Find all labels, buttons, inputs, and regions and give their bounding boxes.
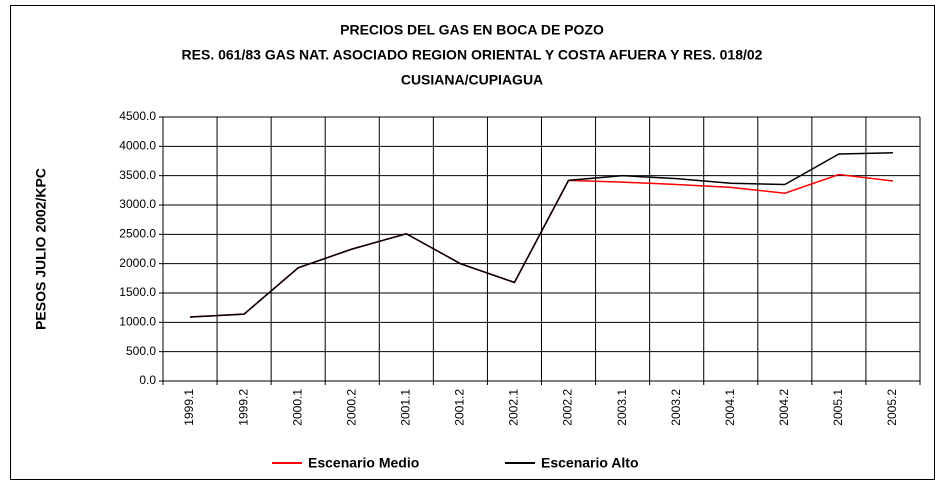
x-tick-label: 2000.1 [290, 389, 304, 426]
x-tick-label: 2000.2 [344, 389, 358, 426]
x-tick-label: 2002.2 [561, 389, 575, 426]
y-tick-label: 1000.0 [119, 315, 156, 329]
x-tick-label: 2001.2 [453, 389, 467, 426]
x-tick-label: 2003.1 [615, 389, 629, 426]
y-tick-label: 4000.0 [119, 139, 156, 153]
y-tick-label: 4500.0 [119, 109, 156, 123]
chart-title: PRECIOS DEL GAS EN BOCA DE POZO [340, 22, 604, 38]
chart-title: CUSIANA/CUPIAGUA [401, 72, 543, 88]
series-line [189, 152, 893, 318]
x-tick-label: 2003.2 [669, 389, 683, 426]
y-tick-label: 3000.0 [119, 197, 156, 211]
y-tick-label: 1500.0 [119, 285, 156, 299]
y-tick-label: 500.0 [126, 344, 156, 358]
x-tick-label: 2004.1 [723, 389, 737, 426]
y-tick-label: 2500.0 [119, 227, 156, 241]
chart-border [10, 5, 935, 480]
x-tick-label: 1999.1 [182, 389, 196, 426]
x-tick-label: 2005.1 [831, 389, 845, 426]
x-tick-label: 2004.2 [777, 389, 791, 426]
x-tick-label: 2005.2 [885, 389, 899, 426]
legend-label: Escenario Alto [541, 455, 639, 471]
y-tick-label: 0.0 [139, 373, 156, 387]
chart-title: RES. 061/83 GAS NAT. ASOCIADO REGION ORI… [182, 47, 763, 63]
y-axis-title: PESOS JULIO 2002/KPC [33, 168, 49, 330]
x-tick-label: 2002.1 [507, 389, 521, 426]
x-tick-label: 1999.2 [236, 389, 250, 426]
legend-label: Escenario Medio [308, 455, 419, 471]
y-tick-label: 2000.0 [119, 256, 156, 270]
y-tick-label: 3500.0 [119, 168, 156, 182]
x-tick-label: 2001.1 [398, 389, 412, 426]
